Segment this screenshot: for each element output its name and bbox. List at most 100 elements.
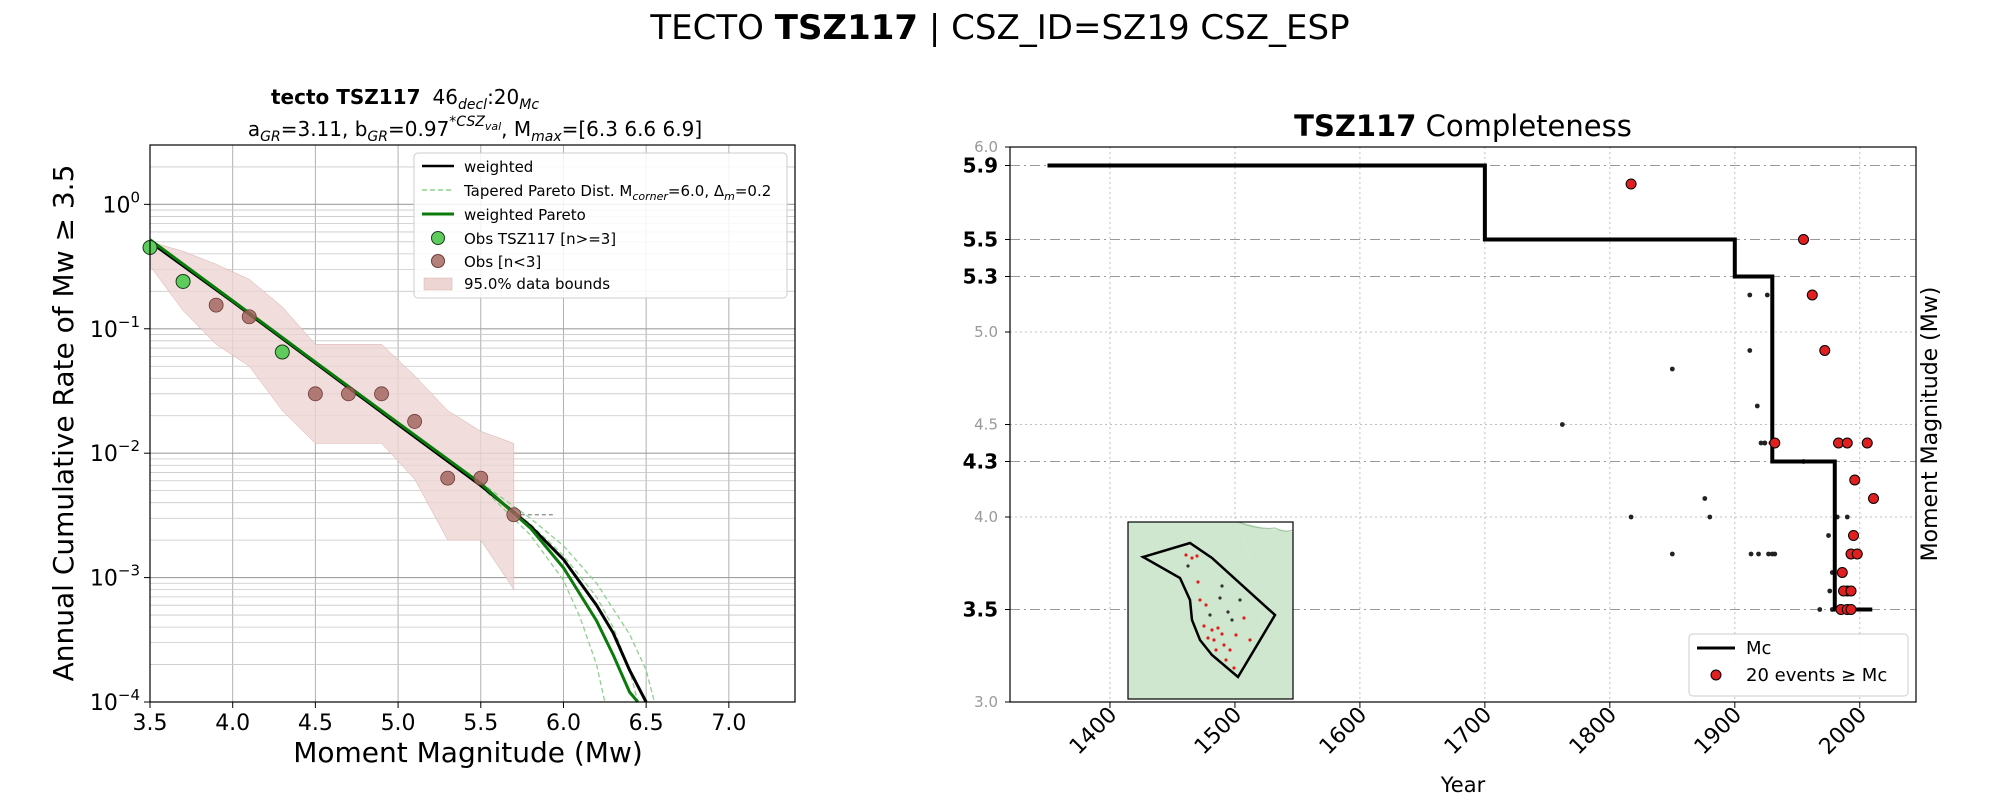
inset-event-dot: [1212, 638, 1216, 642]
inset-event-dot: [1232, 666, 1236, 670]
y-tick-label: 100: [102, 188, 140, 218]
y-tick-label: 10−4: [90, 686, 140, 716]
event-below-mc: [1559, 422, 1565, 427]
rate-plot-frame: [149, 144, 796, 703]
inset-map-frame: [1127, 521, 1294, 700]
inset-event-dot: [1214, 648, 1218, 652]
inset-event-dot: [1228, 648, 1232, 652]
event-below-mc: [1826, 533, 1831, 538]
inset-event-dot: [1206, 636, 1210, 640]
inset-land-right: [1240, 522, 1293, 699]
tapered-pareto-curve: [480, 486, 606, 703]
inset-event-dot: [1248, 638, 1252, 642]
event-below-mc: [1817, 607, 1823, 612]
legend-bounds-swatch: [423, 277, 453, 291]
event-above-mc: [1819, 345, 1831, 356]
event-below-mc: [1764, 292, 1770, 298]
x-tick-label: 7.0: [711, 711, 746, 736]
rate-legend-box: [413, 152, 788, 299]
legend-obs-lt3-label: Obs [n<3]: [464, 253, 541, 271]
obs-point-lt3: [208, 297, 224, 313]
event-below-mc: [1772, 551, 1778, 557]
inset-map: [1127, 521, 1294, 700]
event-above-mc: [1798, 234, 1810, 245]
x-tick-label: 1800: [1565, 703, 1622, 760]
y-tick-label-major: 3.5: [963, 598, 998, 622]
y-tick-label-minor: 4.0: [974, 508, 998, 526]
event-above-mc: [1851, 548, 1863, 560]
y-tick-label: 10−1: [90, 313, 140, 343]
legend-weighted-label: weighted: [464, 158, 533, 176]
inset-event-dot: [1238, 598, 1242, 602]
event-below-mc: [1747, 292, 1753, 298]
obs-point: [274, 344, 290, 360]
inset-event-dot: [1220, 584, 1224, 588]
legend-pareto-label: weighted Pareto: [464, 206, 586, 224]
observation-points: [142, 240, 522, 523]
event-above-mc: [1849, 474, 1861, 486]
event-below-mc: [1766, 551, 1771, 557]
inset-zone-outline: [1139, 541, 1277, 679]
rate-x-axis-label: Moment Magnitude (Mw): [293, 736, 643, 769]
completeness-y-axis-label: Moment Magnitude (Mw): [1918, 287, 1943, 562]
tapered-pareto-curve: [480, 482, 656, 703]
completeness-legend: Mc 20 events ≥ Mc: [1688, 633, 1909, 697]
legend-mc-label: Mc: [1746, 638, 1771, 659]
x-tick-label: 1400: [1065, 703, 1122, 760]
y-tick-label-minor: 4.5: [974, 416, 998, 434]
inset-event-dot: [1230, 618, 1234, 622]
obs-point-lt3: [440, 470, 456, 486]
completeness-legend-box: [1688, 633, 1909, 697]
inset-event-dot: [1204, 603, 1208, 607]
legend-tapered-label: Tapered Pareto Dist. Mcorner=6.0, Δm=0.2: [463, 182, 771, 203]
y-tick-label-major: 5.3: [963, 265, 998, 289]
event-below-mc: [1747, 348, 1753, 353]
y-tick-label-minor: 3.0: [974, 693, 998, 711]
inset-event-dot: [1208, 613, 1212, 617]
events-below-mc: [1559, 292, 1850, 612]
obs-point-lt3: [506, 507, 522, 523]
event-below-mc: [1758, 440, 1764, 446]
x-tick-label: 2000: [1815, 703, 1872, 760]
inset-coastline: [1237, 521, 1294, 532]
x-tick-label: 1500: [1190, 703, 1247, 760]
legend-bounds-label: 95.0% data bounds: [464, 275, 610, 293]
legend-events-label: 20 events ≥ Mc: [1746, 665, 1887, 686]
event-below-mc: [1669, 366, 1675, 372]
inset-event-dot: [1184, 553, 1188, 557]
event-below-mc: [1756, 551, 1761, 557]
inset-land-main: [1128, 522, 1275, 699]
inset-event-dot: [1196, 580, 1200, 584]
data-bounds-band: [149, 241, 515, 591]
event-above-mc: [1861, 437, 1873, 449]
inset-event-dot: [1222, 643, 1226, 647]
legend-obs-swatch: [431, 231, 445, 245]
inset-event-dots: [1184, 553, 1252, 670]
x-tick-label: 3.5: [133, 711, 168, 736]
obs-point-lt3: [341, 386, 356, 402]
legend-events-swatch: [1710, 669, 1722, 681]
obs-point: [175, 273, 191, 289]
inset-event-dot: [1234, 633, 1238, 637]
inset-event-dot: [1195, 554, 1199, 558]
rate-legend: weighted Tapered Pareto Dist. Mcorner=6.…: [413, 152, 788, 299]
event-above-mc: [1625, 178, 1637, 190]
completeness-chart: TSZ117 Completeness 1400 1500 1600 1700 1800…: [963, 109, 1943, 797]
obs-point-lt3: [307, 386, 323, 402]
inset-event-dot: [1202, 624, 1206, 628]
event-below-mc: [1628, 514, 1634, 520]
inset-event-dot: [1186, 564, 1190, 568]
x-tick-label: 1900: [1690, 703, 1747, 760]
obs-point-lt3: [473, 470, 489, 486]
event-below-mc: [1707, 514, 1713, 520]
obs-point-lt3: [241, 309, 257, 325]
y-tick-label-minor: 5.0: [974, 323, 998, 341]
y-tick-label: 10−2: [90, 437, 140, 467]
y-tick-label-major: 5.9: [963, 154, 998, 178]
x-tick-label: 4.5: [298, 711, 333, 736]
inset-event-dot: [1242, 616, 1246, 620]
rate-y-axis-label: Annual Cumulative Rate of Mw ≥ 3.5: [47, 165, 80, 682]
event-above-mc: [1845, 585, 1857, 597]
completeness-x-axis-label: Year: [1440, 773, 1486, 797]
x-tick-label: 5.5: [463, 711, 498, 736]
